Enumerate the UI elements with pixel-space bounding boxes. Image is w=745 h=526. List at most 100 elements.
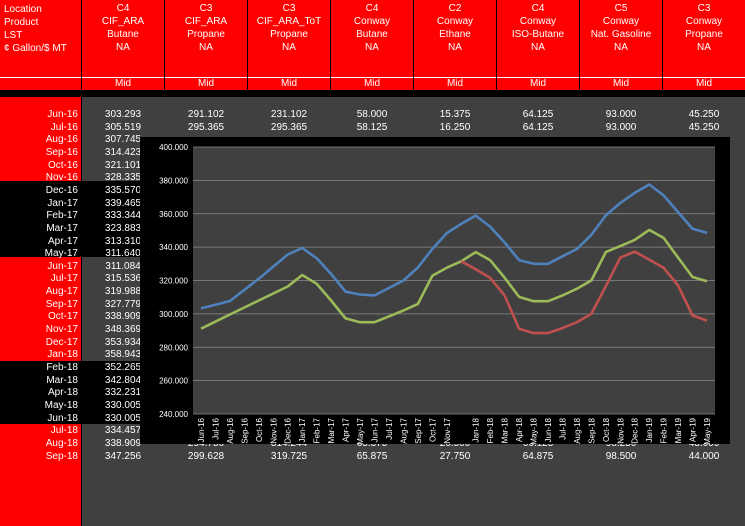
table-cell[interactable]: 328.335 — [104, 172, 142, 184]
table-cell[interactable]: 313.310 — [104, 235, 142, 247]
table-cell[interactable]: 299.628 — [187, 450, 225, 462]
x-tick-label: Apr-19 — [689, 417, 698, 442]
column-mid-label: Mid — [497, 77, 579, 90]
table-cell[interactable]: 65.875 — [356, 450, 388, 462]
table-cell[interactable]: 315.536 — [104, 273, 142, 285]
row-date: Apr-18 — [47, 387, 78, 399]
column-header-l1: C4 — [365, 3, 379, 14]
table-cell[interactable]: 307.745 — [104, 134, 142, 146]
table-cell[interactable]: 291.102 — [187, 109, 225, 120]
x-tick-label: Mar-17 — [327, 417, 336, 443]
row-date: Aug-18 — [45, 437, 78, 449]
table-cell[interactable]: 45.250 — [688, 121, 720, 133]
x-tick-label: Jul-17 — [385, 417, 394, 439]
x-tick-label: Jun-16 — [197, 417, 206, 442]
table-cell[interactable]: 332.231 — [104, 387, 142, 399]
x-tick-label: Nov-18 — [616, 417, 625, 443]
x-tick-label: Jul-16 — [211, 417, 220, 439]
x-tick-label: Mar-18 — [501, 417, 510, 443]
column-mid-label: Mid — [82, 77, 164, 90]
row-date: Feb-18 — [46, 362, 78, 373]
date-column — [0, 97, 81, 526]
column-header-l3: Propane — [685, 29, 723, 40]
table-cell[interactable]: 339.465 — [104, 197, 142, 209]
x-tick-label: Feb-17 — [313, 417, 322, 443]
column-mid-label: Mid — [248, 77, 330, 90]
column-mid-label: Mid — [580, 77, 662, 90]
table-cell[interactable]: 295.365 — [187, 121, 225, 133]
table-cell[interactable]: 27.750 — [439, 450, 471, 462]
table-cell[interactable]: 64.125 — [522, 109, 554, 120]
column-header-l1: C2 — [448, 3, 462, 14]
column-header[interactable]: C4 Conway ISO-Butane NA — [497, 0, 579, 77]
table-cell[interactable]: 334.457 — [104, 425, 142, 437]
table-cell[interactable]: 93.000 — [605, 109, 637, 120]
column-header[interactable]: C4 Conway Butane NA — [331, 0, 413, 77]
table-cell[interactable]: 319.725 — [270, 450, 308, 462]
table-cell[interactable]: 231.102 — [270, 109, 308, 120]
row-date: Dec-16 — [45, 184, 78, 196]
x-tick-label: Feb-19 — [660, 417, 669, 443]
table-cell[interactable]: 44.000 — [688, 450, 720, 462]
y-tick-label: 360.000 — [159, 210, 188, 219]
x-tick-label: Jul-18 — [558, 417, 567, 439]
table-cell[interactable]: 58.000 — [356, 109, 388, 120]
table-cell[interactable]: 93.000 — [605, 121, 637, 133]
x-tick-label: Apr-17 — [342, 417, 351, 442]
column-header-l4: NA — [697, 42, 711, 53]
table-cell[interactable]: 58.125 — [356, 121, 388, 133]
row-date: Nov-16 — [45, 172, 78, 184]
table-cell[interactable]: 333.344 — [104, 210, 142, 222]
x-tick-label: Sep-18 — [587, 417, 596, 443]
row-date: Aug-16 — [45, 134, 78, 146]
header-labels: Location Product LST ¢ Gallon/$ MT — [0, 0, 81, 77]
table-cell[interactable]: 305.519 — [104, 121, 142, 133]
column-mid-label: Mid — [663, 77, 745, 90]
table-cell[interactable]: 321.101 — [104, 159, 142, 171]
column-header[interactable]: C5 Conway Nat. Gasoline NA — [580, 0, 662, 77]
column-header-l1: C3 — [199, 3, 213, 14]
table-cell[interactable]: 64.875 — [522, 450, 554, 462]
table-cell[interactable]: 347.256 — [104, 450, 142, 462]
table-cell[interactable]: 303.293 — [104, 109, 142, 120]
table-cell[interactable]: 15.375 — [439, 109, 471, 120]
table-cell[interactable]: 352.265 — [104, 362, 142, 373]
table-cell[interactable]: 295.365 — [270, 121, 308, 133]
column-header-l1: C3 — [282, 3, 296, 14]
x-tick-label: May-18 — [530, 417, 539, 444]
table-cell[interactable]: 327.779 — [104, 298, 142, 310]
date-highlight-block — [0, 181, 81, 257]
table-cell[interactable]: 353.934 — [104, 336, 142, 348]
column-header[interactable]: C4 CIF_ARA Butane NA — [82, 0, 164, 77]
table-cell[interactable]: 330.005 — [104, 412, 142, 424]
table-cell[interactable]: 342.804 — [104, 374, 142, 386]
table-cell[interactable]: 311.640 — [105, 248, 141, 260]
column-header[interactable]: C3 CIF_ARA_ToT Propane NA — [248, 0, 330, 77]
table-cell[interactable]: 98.500 — [605, 450, 637, 462]
column-header[interactable]: C3 CIF_ARA Propane NA — [165, 0, 247, 77]
table-cell[interactable]: 16.250 — [439, 121, 471, 133]
column-header[interactable]: C2 Conway Ethane NA — [414, 0, 496, 77]
table-cell[interactable]: 323.883 — [104, 222, 142, 234]
column-header[interactable]: C3 Conway Propane NA — [663, 0, 745, 77]
column-header-l3: Ethane — [439, 29, 471, 40]
table-cell[interactable]: 335.570 — [104, 184, 142, 196]
column-header-l3: Butane — [107, 29, 139, 40]
table-cell[interactable]: 330.005 — [104, 399, 142, 411]
row-date: Apr-17 — [47, 235, 78, 247]
table-cell[interactable]: 314.423 — [104, 146, 142, 158]
table-cell[interactable]: 338.909 — [104, 311, 142, 323]
table-cell[interactable]: 64.125 — [522, 121, 554, 133]
table-cell[interactable]: 348.369 — [104, 324, 142, 336]
column-header-l1: C5 — [614, 3, 628, 14]
y-tick-label: 340.000 — [159, 243, 188, 252]
table-cell[interactable]: 319.988 — [104, 286, 142, 298]
row-date: Jul-16 — [50, 121, 78, 133]
table-cell[interactable]: 45.250 — [688, 109, 720, 120]
row-date: Sep-17 — [45, 298, 78, 310]
table-cell[interactable]: 358.943 — [104, 349, 142, 361]
column-header-l3: Nat. Gasoline — [590, 29, 652, 40]
table-cell[interactable]: 338.909 — [104, 437, 142, 449]
table-cell[interactable]: 311.084 — [105, 260, 141, 272]
label-location: Location — [4, 4, 42, 15]
